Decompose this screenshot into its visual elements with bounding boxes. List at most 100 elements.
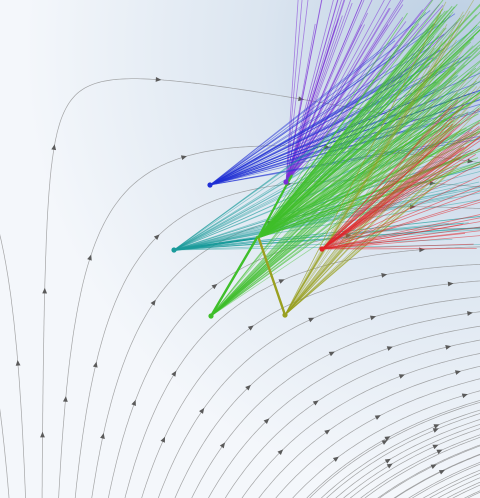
green-ray: [257, 122, 480, 239]
streamline: [91, 206, 480, 498]
green-ray: [210, 64, 465, 317]
flow-arrow: [324, 429, 331, 435]
blue-ray: [209, 47, 429, 186]
red-ray: [321, 217, 480, 250]
streamline: [326, 413, 480, 498]
streamline: [429, 472, 480, 498]
green-ray: [210, 50, 480, 317]
olive-ray: [284, 11, 464, 316]
flow-arrow: [384, 436, 391, 442]
streamline: [349, 428, 480, 498]
green-ray: [257, 46, 432, 239]
red-ray: [321, 104, 465, 250]
green-ray: [257, 67, 477, 239]
red-ray: [321, 232, 466, 250]
red-ray: [321, 149, 471, 250]
blue-ray: [209, 75, 403, 186]
red-ray: [321, 226, 480, 250]
streamline: [0, 233, 26, 498]
green-ray: [257, 14, 477, 239]
flow-arrow: [454, 370, 461, 375]
green-ray: [257, 26, 480, 239]
purple-ray: [285, 0, 334, 183]
flow-arrow: [150, 299, 156, 306]
red-ray: [321, 221, 480, 250]
streamline: [335, 419, 480, 498]
olive-source-point: [282, 312, 288, 318]
flow-arrow: [386, 463, 393, 469]
green-ray: [210, 20, 480, 317]
green-ray: [257, 163, 480, 239]
green-ray: [210, 45, 474, 317]
streamline: [306, 400, 480, 498]
red-ray: [321, 117, 456, 250]
green-ray: [210, 110, 430, 317]
green-ray: [210, 111, 445, 317]
flow-arrow: [180, 155, 187, 160]
streamline: [275, 378, 480, 498]
olive-ray: [284, 37, 454, 316]
flow-arrow: [398, 374, 405, 379]
olive-ray: [284, 47, 465, 316]
green-ray: [257, 24, 478, 239]
teal-ray: [173, 227, 480, 251]
green-ray: [210, 65, 480, 317]
green-source-point: [208, 313, 214, 319]
purple-ray: [285, 0, 433, 183]
teal-ray: [173, 115, 421, 251]
red-ray: [321, 162, 480, 250]
green-ray: [210, 118, 432, 317]
streamline: [377, 444, 480, 498]
green-stem: [257, 174, 293, 239]
green-ray: [257, 29, 480, 239]
flow-arrow: [245, 384, 251, 391]
streamline: [360, 434, 480, 498]
red-ray: [321, 214, 480, 250]
green-ray: [210, 71, 480, 317]
teal-ray: [173, 97, 416, 251]
flow-arrow: [432, 444, 439, 450]
blue-ray: [209, 10, 431, 186]
teal-ray: [173, 187, 480, 251]
flow-arrow: [131, 399, 136, 406]
olive-ray: [284, 86, 480, 316]
olive-ray: [284, 143, 471, 316]
red-ray: [321, 190, 480, 250]
flow-arrow: [381, 440, 388, 445]
flow-arrow: [219, 442, 226, 449]
green-ray: [210, 117, 446, 317]
streamline: [320, 409, 480, 498]
purple-ray: [285, 7, 390, 183]
flow-arrow: [100, 432, 105, 439]
flow-arrow: [430, 464, 437, 470]
streamline: [408, 461, 480, 498]
olive-ray: [284, 9, 443, 316]
green-ray: [257, 47, 441, 239]
streamline: [124, 246, 480, 498]
blue-ray: [209, 99, 418, 186]
flow-arrow: [277, 449, 284, 455]
olive-stem: [256, 235, 287, 316]
streamline: [107, 227, 480, 498]
green-ray: [210, 90, 457, 317]
red-ray: [321, 248, 477, 250]
flow-arrow: [160, 436, 166, 443]
red-ray: [321, 175, 480, 250]
flow-arrow: [312, 400, 319, 406]
red-source-point: [319, 246, 325, 252]
green-ray: [210, 61, 480, 317]
green-ray: [257, 92, 480, 239]
blue-ray: [209, 81, 437, 186]
red-ray: [321, 105, 452, 250]
teal-source-point: [171, 247, 177, 253]
green-ray: [257, 66, 455, 239]
teal-ray: [173, 222, 464, 251]
teal-stem: [173, 236, 259, 252]
olive-ray: [284, 71, 457, 316]
red-ray: [321, 199, 480, 250]
purple-ray: [285, 24, 365, 183]
green-ray: [210, 91, 480, 317]
green-stem: [209, 235, 260, 317]
flow-arrow: [308, 317, 315, 323]
